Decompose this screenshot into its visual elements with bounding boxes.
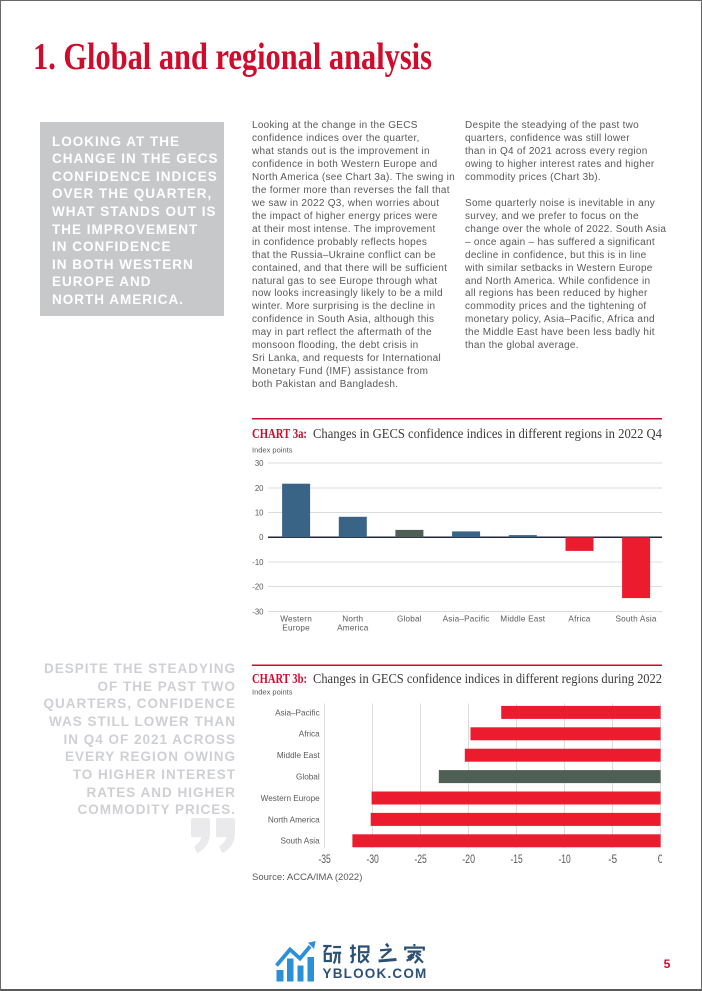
svg-text:Index points: Index points [252,445,293,454]
svg-text:America: America [337,624,369,633]
svg-text:-20: -20 [252,583,264,592]
svg-text:-10: -10 [559,852,571,866]
svg-text:0: 0 [658,852,662,866]
svg-text:-10: -10 [252,558,264,567]
svg-text:Asia–Pacific: Asia–Pacific [275,708,320,717]
svg-text:Index points: Index points [252,688,293,697]
svg-text:Europe: Europe [282,624,310,633]
svg-text:Middle East: Middle East [277,751,321,760]
svg-text:Western Europe: Western Europe [261,794,320,803]
svg-text:10: 10 [255,509,264,518]
svg-text:30: 30 [255,459,264,468]
svg-text:20: 20 [255,484,264,493]
svg-text:Global: Global [296,773,320,782]
svg-text:0: 0 [259,533,264,542]
svg-text:South Asia: South Asia [616,614,657,623]
svg-text:-5: -5 [608,852,617,866]
svg-text:CHART 3a:: CHART 3a: [252,426,307,441]
svg-text:Changes in GECS confidence ind: Changes in GECS confidence indices in di… [313,671,662,686]
svg-text:-25: -25 [414,852,427,866]
svg-text:-15: -15 [511,852,523,866]
svg-text:Global: Global [397,614,422,623]
svg-text:Middle East: Middle East [500,614,546,623]
svg-text:Changes in GECS confidence ind: Changes in GECS confidence indices in di… [313,426,662,441]
svg-text:Asia–Pacific: Asia–Pacific [443,614,490,623]
svg-text:North: North [342,614,363,623]
svg-text:Africa: Africa [299,730,320,739]
svg-text:Source: ACCA/IMA (2022): Source: ACCA/IMA (2022) [252,872,362,883]
svg-text:-30: -30 [252,607,264,616]
svg-text:-30: -30 [366,852,379,866]
svg-text:-35: -35 [318,852,331,866]
svg-text:Western: Western [280,614,312,623]
svg-text:-20: -20 [462,852,475,866]
svg-text:North America: North America [268,815,320,824]
svg-text:CHART 3b:: CHART 3b: [252,671,307,686]
svg-text:South Asia: South Asia [281,837,321,846]
svg-text:Africa: Africa [568,614,590,623]
